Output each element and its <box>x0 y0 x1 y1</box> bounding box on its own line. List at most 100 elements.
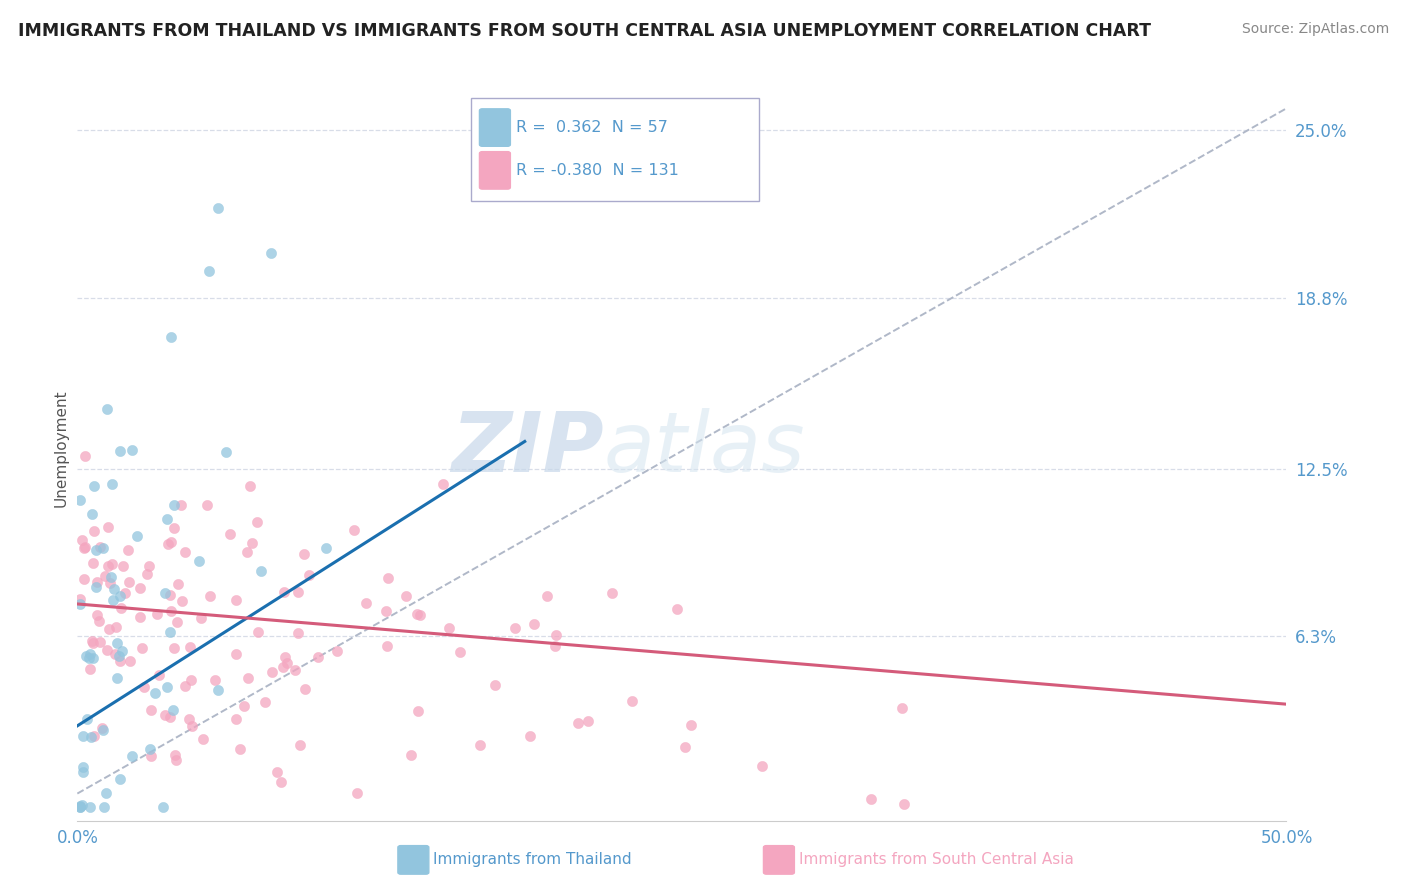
Point <box>79 651 101 665</box>
Point <box>131 640 153 655</box>
Point <box>79 800 101 814</box>
Point <box>79 662 101 676</box>
Point <box>69 800 91 814</box>
Point <box>159 535 181 549</box>
Point <box>163 640 186 655</box>
Point <box>406 607 429 622</box>
Point <box>105 671 128 685</box>
Point <box>503 621 526 635</box>
Point <box>292 548 315 562</box>
Point <box>219 527 242 541</box>
Point <box>136 566 159 581</box>
Point <box>118 574 141 589</box>
Text: Source: ZipAtlas.com: Source: ZipAtlas.com <box>1241 22 1389 37</box>
Text: R =  0.362  N = 57: R = 0.362 N = 57 <box>516 120 668 135</box>
Point <box>159 710 181 724</box>
Point <box>523 617 546 632</box>
Text: Immigrants from Thailand: Immigrants from Thailand <box>433 853 631 867</box>
Point <box>374 604 396 618</box>
Point <box>188 554 211 568</box>
Point <box>399 748 422 763</box>
Point <box>519 729 541 743</box>
Point <box>260 665 283 679</box>
Point <box>621 694 644 708</box>
Point <box>893 797 915 812</box>
Point <box>79 647 101 661</box>
Point <box>110 600 132 615</box>
Point <box>96 401 118 416</box>
Point <box>80 634 103 648</box>
Point <box>673 740 696 755</box>
Point <box>342 523 364 537</box>
Point <box>287 585 309 599</box>
Point <box>97 623 120 637</box>
Point <box>114 586 136 600</box>
Point <box>271 659 294 673</box>
Point <box>146 607 169 621</box>
Point <box>72 760 94 774</box>
Point <box>152 800 174 814</box>
Point <box>148 667 170 681</box>
Point <box>73 541 96 555</box>
Point <box>110 772 132 786</box>
Point <box>172 594 194 608</box>
Point <box>273 585 295 599</box>
Point <box>75 449 97 463</box>
Point <box>165 747 187 762</box>
Point <box>159 588 181 602</box>
Point <box>70 798 93 813</box>
Point <box>97 558 120 573</box>
Point <box>75 649 97 664</box>
Point <box>377 570 399 584</box>
Text: ZIP: ZIP <box>451 408 603 489</box>
Point <box>82 651 104 665</box>
Point <box>72 729 94 743</box>
Point <box>576 714 599 728</box>
Point <box>179 712 201 726</box>
Point <box>132 680 155 694</box>
Point <box>69 800 91 814</box>
Point <box>94 569 117 583</box>
Point <box>437 622 460 636</box>
Point <box>260 246 283 260</box>
Point <box>284 663 307 677</box>
Point <box>600 586 623 600</box>
Point <box>250 564 273 578</box>
Point <box>89 540 111 554</box>
Point <box>111 643 134 657</box>
Point <box>236 544 259 558</box>
Point <box>162 703 184 717</box>
Point <box>108 649 131 664</box>
Point <box>105 636 128 650</box>
Point <box>198 589 221 603</box>
Point <box>108 589 131 603</box>
Point <box>108 654 131 668</box>
Point <box>228 741 250 756</box>
Point <box>346 786 368 800</box>
Point <box>274 649 297 664</box>
Point <box>170 498 193 512</box>
Point <box>484 678 506 692</box>
Point <box>83 479 105 493</box>
Point <box>98 575 121 590</box>
Point <box>69 493 91 508</box>
Point <box>79 730 101 744</box>
Point <box>449 645 471 659</box>
Point <box>207 683 229 698</box>
Point <box>101 593 124 607</box>
Point <box>101 558 124 572</box>
Point <box>156 680 179 694</box>
Point <box>215 444 238 458</box>
Point <box>287 625 309 640</box>
Point <box>121 443 143 458</box>
Point <box>180 719 202 733</box>
Point <box>406 704 429 718</box>
Point <box>139 742 162 756</box>
Text: R = -0.380  N = 131: R = -0.380 N = 131 <box>516 163 679 178</box>
Point <box>82 636 104 650</box>
Point <box>159 624 181 639</box>
Text: Immigrants from South Central Asia: Immigrants from South Central Asia <box>799 853 1074 867</box>
Point <box>294 681 316 696</box>
Point <box>276 657 298 671</box>
Point <box>326 644 349 658</box>
